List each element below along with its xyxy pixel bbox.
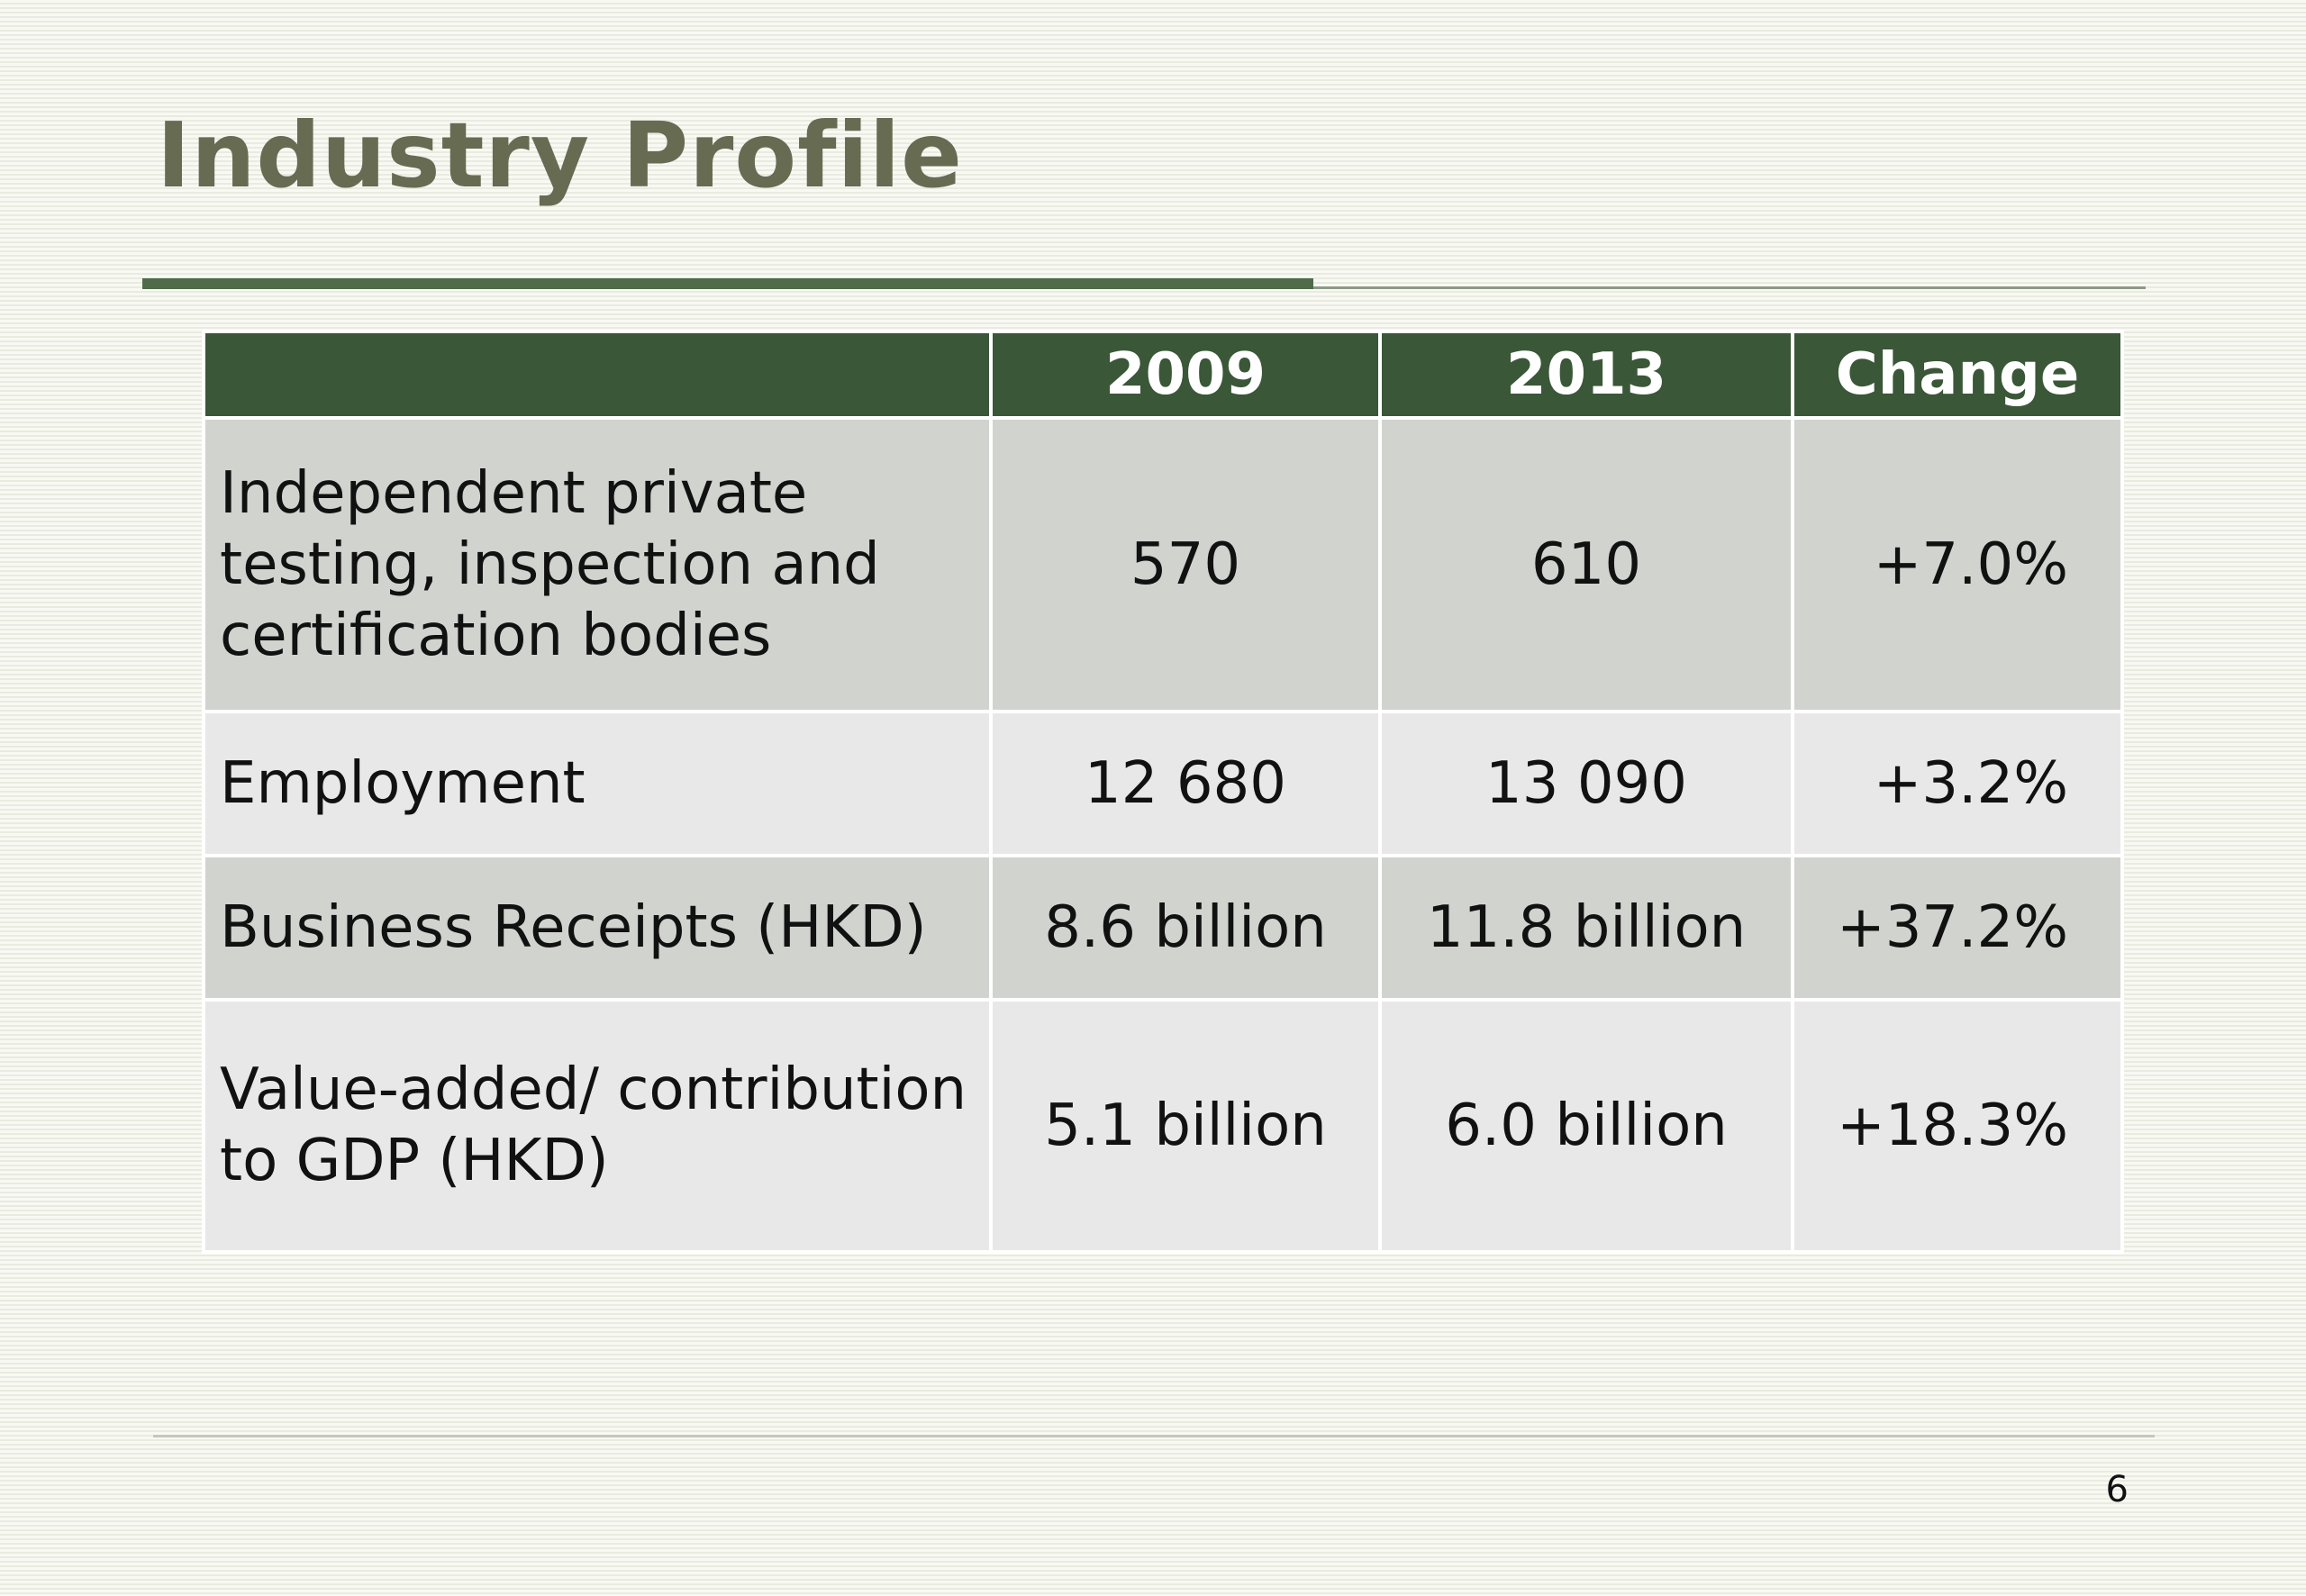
cell-2013: 6.0 billion bbox=[1378, 998, 1794, 1254]
table-row: Value-added/ contribution to GDP (HKD) 5… bbox=[202, 998, 2124, 1254]
table-row: Employment 12 680 13 090 +3.2% bbox=[202, 710, 2124, 857]
cell-change: +18.3% bbox=[1791, 998, 2124, 1254]
row-label: Employment bbox=[202, 710, 993, 857]
footer-divider bbox=[153, 1435, 2155, 1437]
cell-2013: 11.8 billion bbox=[1378, 854, 1794, 1002]
cell-change: +3.2% bbox=[1791, 710, 2124, 857]
header-cell-2013: 2013 bbox=[1378, 330, 1794, 420]
cell-2009: 570 bbox=[989, 416, 1382, 713]
cell-change: +37.2% bbox=[1791, 854, 2124, 1002]
row-label: Independent private testing, inspection … bbox=[202, 416, 993, 713]
industry-profile-table: 2009 2013 Change Independent private tes… bbox=[202, 330, 2124, 1254]
cell-change: +7.0% bbox=[1791, 416, 2124, 713]
cell-2009: 8.6 billion bbox=[989, 854, 1382, 1002]
cell-2013: 13 090 bbox=[1378, 710, 1794, 857]
slide-title: Industry Profile bbox=[157, 103, 964, 208]
cell-2009: 12 680 bbox=[989, 710, 1382, 857]
slide-number: 6 bbox=[2105, 1469, 2129, 1510]
header-cell-change: Change bbox=[1791, 330, 2124, 420]
table-row: Independent private testing, inspection … bbox=[202, 416, 2124, 713]
header-cell-2009: 2009 bbox=[989, 330, 1382, 420]
cell-2013: 610 bbox=[1378, 416, 1794, 713]
title-underline-thin bbox=[1313, 286, 2146, 289]
table-row: Business Receipts (HKD) 8.6 billion 11.8… bbox=[202, 854, 2124, 1002]
table-header-row: 2009 2013 Change bbox=[202, 330, 2124, 420]
row-label: Value-added/ contribution to GDP (HKD) bbox=[202, 998, 993, 1254]
header-cell-empty bbox=[202, 330, 993, 420]
cell-2009: 5.1 billion bbox=[989, 998, 1382, 1254]
title-underline-thick bbox=[142, 278, 1313, 289]
row-label: Business Receipts (HKD) bbox=[202, 854, 993, 1002]
